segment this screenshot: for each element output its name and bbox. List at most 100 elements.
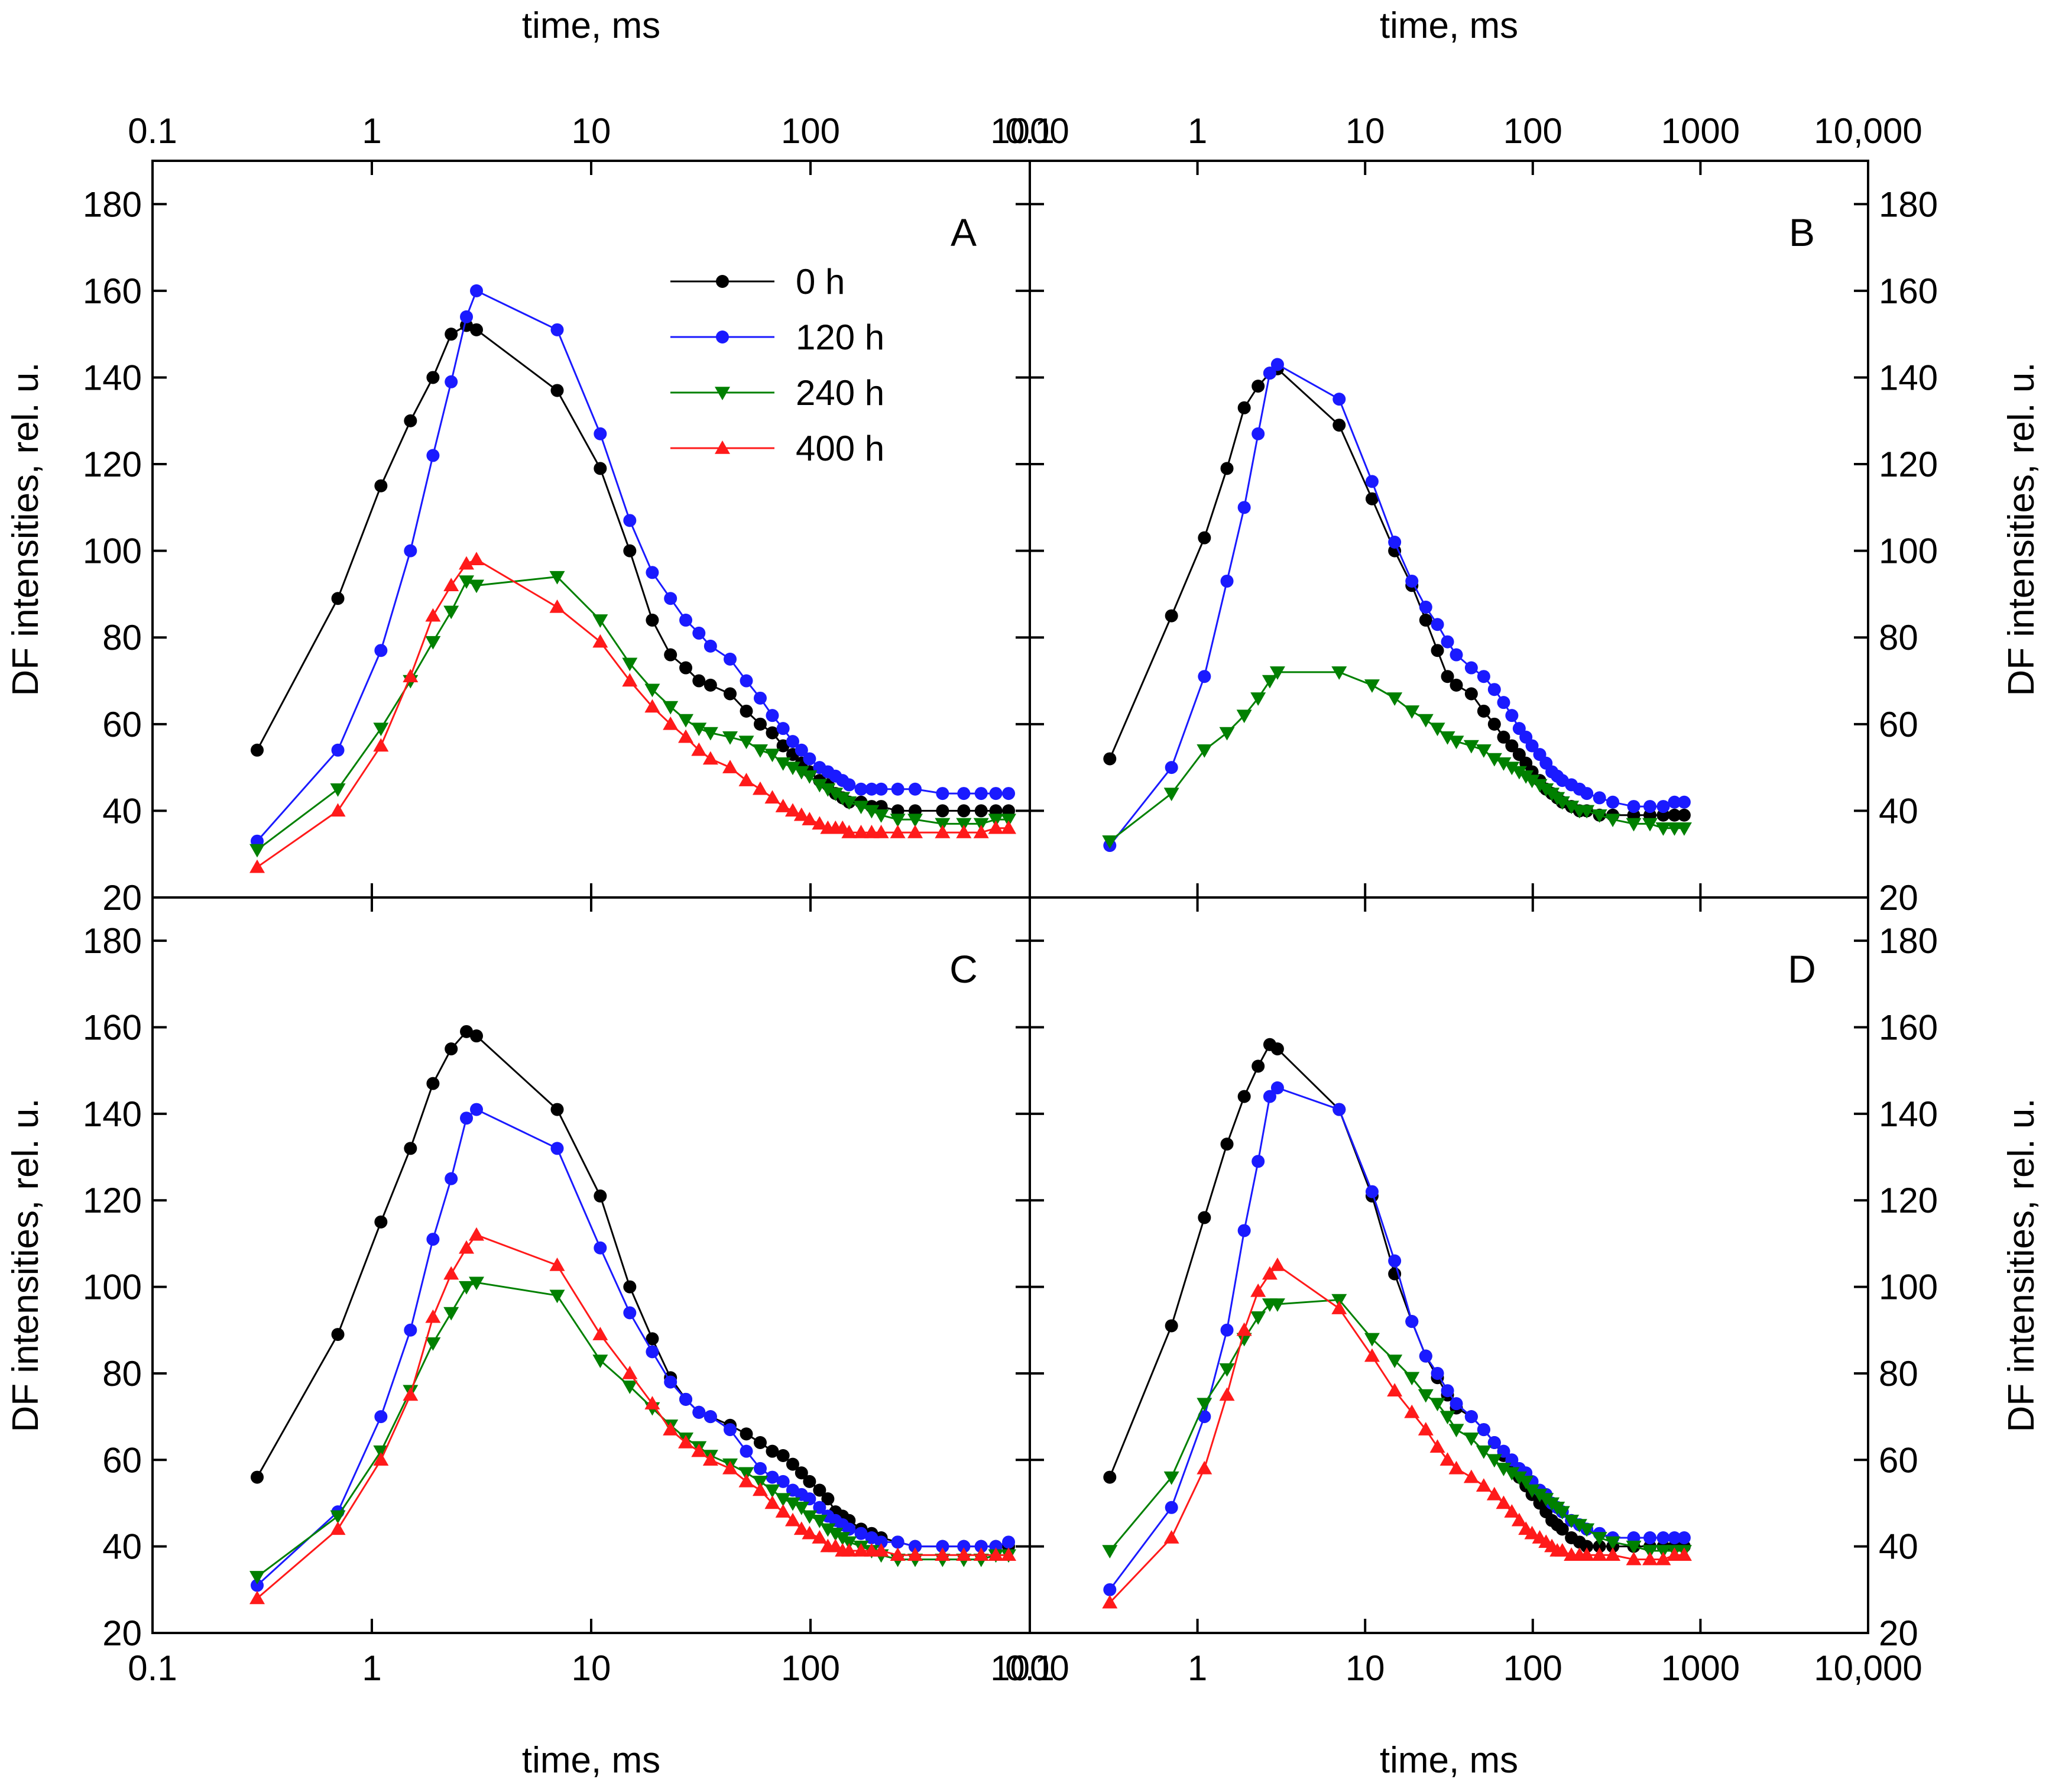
data-point (812, 1514, 828, 1528)
y-tick-label: 80 (1879, 618, 1918, 657)
y-tick-label: 20 (102, 878, 142, 918)
data-point (1439, 731, 1455, 745)
x-tick-label: 0.1 (128, 111, 177, 151)
data-point (722, 760, 738, 773)
data-point (1002, 1535, 1016, 1549)
data-point (469, 552, 485, 566)
data-point (1252, 380, 1265, 393)
data-point (1642, 1545, 1658, 1558)
data-point (753, 1462, 767, 1475)
data-point (764, 1495, 780, 1509)
data-point (1591, 1532, 1607, 1546)
data-point (1429, 722, 1445, 737)
data-point (973, 1547, 989, 1561)
data-point (469, 1276, 485, 1291)
data-point (1198, 1410, 1211, 1424)
data-point (445, 1042, 458, 1056)
data-point (1450, 1397, 1463, 1411)
series-120h (251, 284, 1016, 848)
data-point (550, 1142, 564, 1155)
y-tick-label: 100 (83, 532, 142, 571)
data-point (1165, 1501, 1178, 1514)
data-point (873, 825, 889, 838)
data-point (795, 1466, 808, 1480)
series-120h (1103, 358, 1691, 853)
y-tick-label: 60 (102, 705, 142, 744)
data-point (841, 825, 857, 838)
data-point (973, 818, 989, 832)
legend-swatch-marker (716, 330, 729, 344)
data-point (703, 678, 717, 692)
data-point (1269, 1298, 1285, 1312)
series-line (256, 1108, 1009, 1586)
data-point (738, 735, 754, 750)
data-point (1163, 1530, 1179, 1544)
data-point (821, 1492, 835, 1506)
series-120h (251, 1103, 1016, 1592)
data-point (873, 1543, 889, 1557)
y-tick-label: 20 (102, 1613, 142, 1653)
data-point (1676, 1547, 1692, 1561)
data-point (1387, 692, 1403, 706)
data-point (1464, 661, 1478, 675)
data-point (663, 701, 679, 715)
data-point (1419, 1349, 1432, 1363)
data-point (989, 787, 1003, 801)
series-240h (1102, 1294, 1692, 1558)
data-point (1219, 1363, 1235, 1377)
data-point (1236, 1322, 1252, 1336)
data-point (722, 731, 738, 745)
data-point (1464, 687, 1478, 701)
data-point (1580, 787, 1594, 801)
data-point (874, 782, 888, 796)
y-tick-label: 160 (83, 271, 142, 311)
data-point (1626, 1540, 1642, 1554)
x-tick-label: 1000 (990, 111, 1069, 151)
data-point (1198, 531, 1211, 545)
data-point (786, 735, 799, 748)
data-point (1591, 1547, 1607, 1561)
series-line (1109, 1298, 1684, 1552)
data-point (1419, 613, 1432, 627)
data-point (1477, 704, 1490, 718)
data-point (764, 790, 780, 804)
data-point (644, 683, 660, 698)
data-point (1252, 1155, 1265, 1168)
data-point (956, 1547, 972, 1561)
y-tick-label: 60 (102, 1440, 142, 1480)
data-point (891, 782, 904, 796)
data-point (1668, 795, 1681, 809)
data-point (1331, 1301, 1347, 1314)
data-point (740, 1444, 753, 1458)
data-point (470, 1103, 484, 1116)
data-point (1643, 800, 1657, 814)
data-point (841, 796, 857, 810)
x-axis-title: time, ms (1380, 1740, 1518, 1781)
data-point (988, 820, 1004, 834)
x-tick-label: 0.1 (128, 1648, 177, 1688)
data-point (550, 1103, 564, 1116)
data-point (802, 770, 818, 784)
data-point (1263, 1090, 1276, 1103)
data-point (988, 1547, 1004, 1561)
y-tick-label: 60 (1879, 1440, 1918, 1480)
data-point (812, 1530, 828, 1544)
data-point (1504, 761, 1520, 776)
data-point (1518, 1476, 1534, 1489)
data-point (803, 1475, 816, 1488)
y-tick-label: 40 (1879, 1527, 1918, 1567)
data-point (842, 778, 856, 792)
data-point (1236, 1333, 1252, 1347)
data-point (592, 614, 608, 628)
data-point (249, 1571, 265, 1584)
data-point (702, 751, 718, 765)
y-tick-label: 120 (83, 445, 142, 484)
data-point (1463, 740, 1479, 754)
data-point (795, 743, 808, 757)
data-point (1605, 814, 1621, 828)
data-point (1642, 818, 1658, 832)
data-point (1497, 696, 1510, 709)
data-point (802, 1525, 818, 1540)
data-point (1429, 1398, 1445, 1412)
series-120h (1103, 1081, 1691, 1596)
